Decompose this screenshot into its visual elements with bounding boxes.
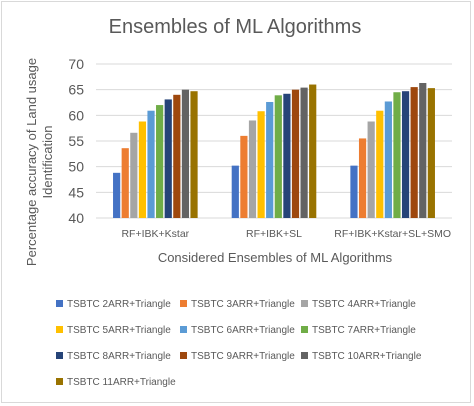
bar bbox=[309, 84, 317, 219]
bar bbox=[350, 165, 358, 218]
legend-swatch bbox=[56, 378, 63, 385]
legend-swatch bbox=[301, 300, 308, 307]
legend-swatch bbox=[180, 300, 187, 307]
y-tick-label: 65 bbox=[68, 82, 84, 98]
x-axis-title: Considered Ensembles of ML Algorithms bbox=[158, 250, 393, 265]
y-tick-label: 60 bbox=[68, 107, 84, 123]
bar bbox=[181, 89, 190, 219]
gridlines bbox=[96, 63, 452, 219]
legend-label: TSBTC 3ARR+Triangle bbox=[191, 299, 295, 310]
legend-label: TSBTC 7ARR+Triangle bbox=[312, 325, 416, 336]
bars bbox=[113, 82, 435, 219]
bar bbox=[138, 121, 147, 218]
y-axis-title-line-1: Percentage accuracy of Land usage bbox=[24, 58, 39, 266]
y-tick-label: 55 bbox=[68, 133, 84, 149]
bar bbox=[156, 105, 164, 218]
bar bbox=[401, 91, 410, 218]
legend-label: TSBTC 2ARR+Triangle bbox=[67, 299, 171, 310]
legend-label: TSBTC 11ARR+Triangle bbox=[67, 377, 176, 388]
legend-swatch bbox=[301, 326, 308, 333]
legend-label: TSBTC 4ARR+Triangle bbox=[312, 299, 416, 310]
y-axis-title-line-2: Identification bbox=[40, 126, 55, 199]
bar bbox=[291, 89, 300, 219]
bar bbox=[419, 82, 427, 218]
bar bbox=[121, 148, 129, 218]
x-category-label: RF+IBK+SL bbox=[246, 228, 302, 240]
y-axis-title: Percentage accuracy of Land usage Identi… bbox=[24, 58, 55, 266]
bar bbox=[367, 121, 375, 218]
legend-label: TSBTC 10ARR+Triangle bbox=[312, 351, 422, 362]
chart-title: Ensembles of ML Algorithms bbox=[109, 16, 362, 38]
bar bbox=[410, 87, 418, 218]
bar bbox=[173, 94, 181, 218]
bar bbox=[266, 101, 274, 218]
bar bbox=[231, 165, 239, 218]
x-axis-categories: RF+IBK+Kstar RF+IBK+SL RF+IBK+Kstar+SL+SMO bbox=[121, 228, 451, 240]
legend-label: TSBTC 6ARR+Triangle bbox=[191, 325, 295, 336]
y-tick-label: 70 bbox=[68, 56, 84, 72]
legend-swatch bbox=[56, 326, 63, 333]
bar bbox=[376, 110, 384, 218]
y-axis-ticks: 40 45 50 55 60 65 70 bbox=[68, 56, 84, 226]
legend-swatch bbox=[56, 300, 63, 307]
y-tick-label: 50 bbox=[68, 159, 84, 175]
bar bbox=[257, 111, 265, 218]
bar bbox=[384, 101, 392, 218]
x-category-label: RF+IBK+Kstar bbox=[121, 228, 189, 240]
legend: TSBTC 2ARR+Triangle TSBTC 3ARR+Triangle TS… bbox=[56, 299, 422, 388]
bar bbox=[130, 132, 138, 218]
legend-swatch bbox=[56, 352, 63, 359]
bar bbox=[147, 110, 155, 218]
bar bbox=[113, 172, 121, 218]
bar bbox=[283, 93, 291, 218]
bar bbox=[300, 87, 308, 218]
legend-label: TSBTC 9ARR+Triangle bbox=[191, 351, 295, 362]
bar bbox=[164, 99, 172, 218]
legend-swatch bbox=[180, 326, 187, 333]
y-tick-label: 45 bbox=[68, 184, 84, 200]
legend-label: TSBTC 5ARR+Triangle bbox=[67, 325, 171, 336]
bar bbox=[427, 88, 435, 218]
legend-swatch bbox=[301, 352, 308, 359]
bar bbox=[248, 120, 257, 218]
legend-swatch bbox=[180, 352, 187, 359]
y-tick-label: 40 bbox=[68, 210, 84, 226]
bar bbox=[190, 91, 198, 218]
bar bbox=[393, 92, 401, 218]
x-category-label: RF+IBK+Kstar+SL+SMO bbox=[334, 228, 451, 240]
bar bbox=[358, 138, 367, 218]
bar bbox=[274, 95, 282, 218]
legend-label: TSBTC 8ARR+Triangle bbox=[67, 351, 171, 362]
bar bbox=[240, 135, 248, 218]
